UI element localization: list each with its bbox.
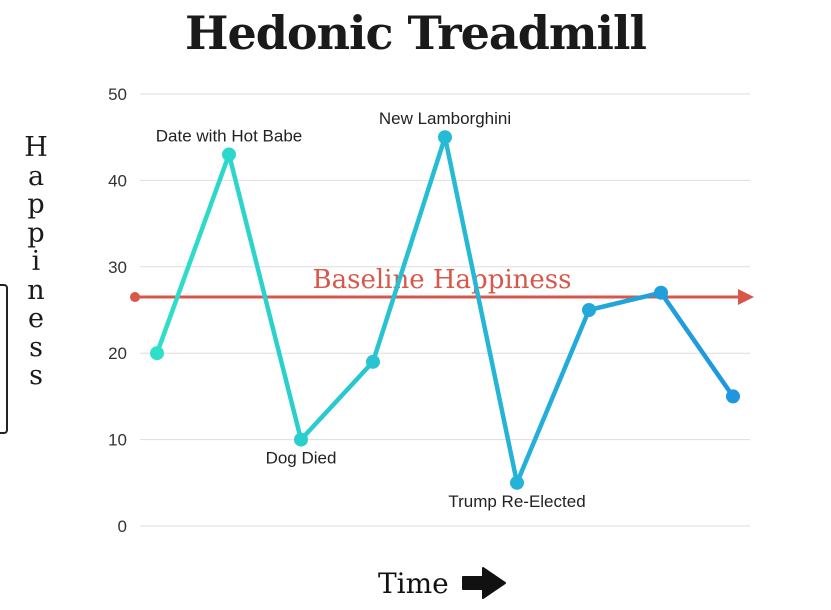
x-axis-label: Time bbox=[378, 566, 449, 600]
y-tick-label: 30 bbox=[108, 258, 127, 277]
y-axis-label-letter: e bbox=[28, 303, 44, 334]
series-points bbox=[150, 130, 740, 490]
data-point[interactable] bbox=[726, 389, 740, 404]
baseline-arrowhead bbox=[738, 289, 754, 306]
baseline-start-dot bbox=[130, 292, 140, 303]
data-point[interactable] bbox=[222, 147, 236, 162]
side-panel-handle[interactable] bbox=[0, 284, 8, 434]
data-point[interactable] bbox=[294, 432, 308, 447]
data-point[interactable] bbox=[438, 130, 452, 145]
data-point[interactable] bbox=[582, 303, 596, 317]
chart-title: Hedonic Treadmill bbox=[185, 6, 647, 60]
arrow-right-icon bbox=[461, 567, 506, 599]
y-axis-label-letter: s bbox=[29, 331, 43, 363]
y-tick-label: 20 bbox=[108, 344, 127, 363]
y-tick-label: 50 bbox=[108, 85, 127, 104]
y-axis-label-letter: p bbox=[27, 189, 45, 220]
x-axis-label-group: Time bbox=[378, 563, 507, 603]
series-line bbox=[154, 134, 736, 486]
y-axis-label-letter: i bbox=[31, 246, 41, 277]
y-tick-label: 10 bbox=[108, 431, 127, 450]
y-tick-label: 0 bbox=[118, 517, 127, 536]
y-axis-label-letter: s bbox=[29, 360, 43, 391]
data-point[interactable] bbox=[510, 475, 524, 490]
y-tick-labels: 0 10 20 30 40 50 bbox=[108, 85, 127, 536]
y-axis-label-letter: n bbox=[27, 274, 45, 306]
annotation-label: Trump Re-Elected bbox=[448, 492, 585, 511]
data-point[interactable] bbox=[150, 346, 164, 361]
series-line-layer bbox=[154, 134, 736, 486]
grid-layer bbox=[140, 93, 750, 527]
baseline-label: Baseline Happiness bbox=[313, 265, 572, 295]
annotation-label: Dog Died bbox=[266, 449, 337, 468]
y-axis-label-letter: p bbox=[27, 217, 45, 249]
annotation-label: New Lamborghini bbox=[379, 109, 511, 128]
y-axis-label-letter: a bbox=[27, 160, 45, 192]
y-axis-label-letter: H bbox=[24, 132, 48, 163]
data-point[interactable] bbox=[366, 354, 380, 369]
data-point[interactable] bbox=[654, 285, 668, 300]
y-tick-label: 40 bbox=[108, 171, 127, 190]
annotations: Date with Hot Babe Dog Died New Lamborghin… bbox=[156, 109, 586, 511]
annotation-label: Date with Hot Babe bbox=[156, 126, 302, 145]
